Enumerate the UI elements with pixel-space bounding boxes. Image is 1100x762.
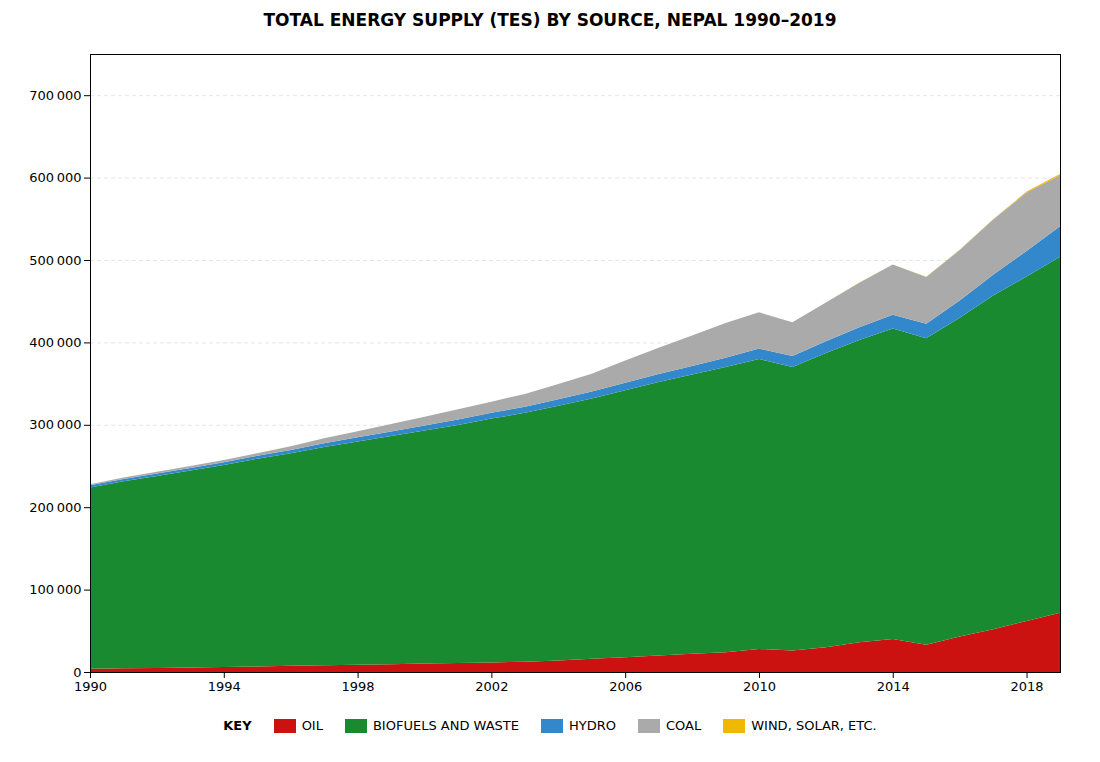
svg-text:2010: 2010 [743, 679, 776, 694]
html-text:COAL: COAL [666, 718, 702, 733]
html-text:HYDRO: HYDRO [569, 718, 616, 733]
html-text:TOTAL ENERGY SUPPLY (TES) BY S: TOTAL ENERGY SUPPLY (TES) BY SOURCE, NEP… [263, 10, 837, 30]
html-text:OIL: OIL [301, 718, 323, 733]
svg-text:200 000: 200 000 [29, 500, 81, 515]
svg-text:1990: 1990 [74, 679, 107, 694]
svg-text:700 000: 700 000 [29, 88, 81, 103]
svg-text:2018: 2018 [1011, 679, 1044, 694]
svg-text:2002: 2002 [475, 679, 508, 694]
svg-text:500 000: 500 000 [29, 253, 81, 268]
svg-text:100 000: 100 000 [29, 582, 81, 597]
svg-text:300 000: 300 000 [29, 417, 81, 432]
svg-text:0: 0 [73, 665, 81, 680]
svg-text:600 000: 600 000 [29, 170, 81, 185]
svg-text:1994: 1994 [208, 679, 241, 694]
html-text:KEY: KEY [223, 718, 252, 733]
svg-text:2014: 2014 [877, 679, 910, 694]
html-text:WIND, SOLAR, ETC.: WIND, SOLAR, ETC. [751, 718, 877, 733]
svg-text:2006: 2006 [609, 679, 642, 694]
html-text:BIOFUELS AND WASTE: BIOFUELS AND WASTE [373, 718, 519, 733]
svg-text:400 000: 400 000 [29, 335, 81, 350]
svg-text:1998: 1998 [342, 679, 375, 694]
